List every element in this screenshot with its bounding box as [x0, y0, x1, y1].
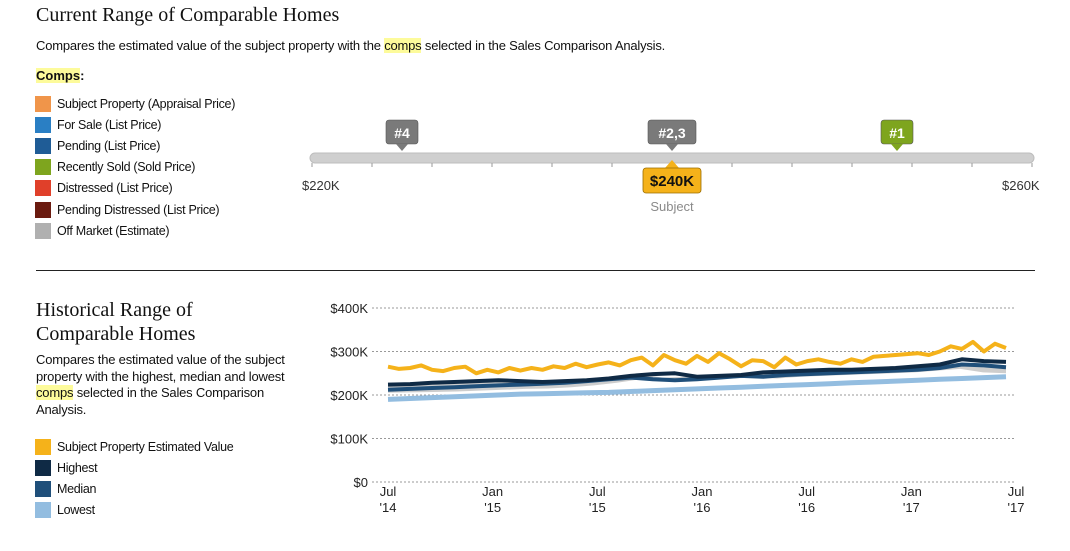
legend-label: Off Market (Estimate) — [57, 223, 170, 238]
comp-marker: #1 — [880, 119, 914, 151]
legend-label: Highest — [57, 460, 98, 475]
legend-swatch — [35, 137, 51, 154]
y-tick-label: $400K — [330, 301, 368, 316]
comps-legend-item: Pending Distressed (List Price) — [35, 199, 235, 220]
historical-legend-item: Highest — [35, 457, 233, 478]
comps-highlight-2[interactable]: comps — [36, 385, 74, 400]
legend-label: Recently Sold (Sold Price) — [57, 160, 196, 175]
comp-marker-pointer — [666, 144, 678, 151]
subject-pointer — [665, 160, 679, 168]
y-tick-label: $300K — [330, 345, 368, 360]
legend-label: Distressed (List Price) — [57, 181, 173, 196]
section-title-current-range: Current Range of Comparable Homes — [36, 4, 340, 26]
comps-legend: Subject Property (Appraisal Price) For Sa… — [35, 93, 235, 241]
historical-legend-item: Median — [35, 478, 233, 499]
legend-swatch — [35, 480, 51, 497]
range-max-label: $260K — [1002, 178, 1040, 193]
x-tick-month: Jul — [380, 484, 397, 499]
comp-marker-label: #2,3 — [658, 125, 685, 141]
historical-line-chart: $400K$300K$200K$100K$0Jul'14Jan'15Jul'15… — [330, 301, 1025, 515]
legend-label: Lowest — [57, 503, 95, 518]
current-range-chart: $220K $260K #4 #2,3 #1 $240K Subject — [302, 119, 1040, 214]
x-tick-year: '15 — [484, 500, 501, 515]
subject-series-line — [387, 339, 1007, 376]
comp-marker: #4 — [385, 119, 419, 151]
x-tick-month: Jul — [798, 484, 815, 499]
x-tick-month: Jul — [1008, 484, 1025, 499]
x-tick-year: '17 — [903, 500, 920, 515]
comps-legend-item: Pending (List Price) — [35, 135, 235, 156]
y-tick-label: $0 — [354, 475, 368, 490]
legend-swatch — [35, 95, 51, 112]
legend-swatch — [35, 438, 51, 455]
legend-swatch — [35, 159, 51, 176]
x-tick-year: '17 — [1008, 500, 1025, 515]
comp-marker: #2,3 — [647, 119, 697, 151]
comp-marker-label: #4 — [394, 125, 410, 141]
comp-marker-label: #1 — [889, 125, 905, 141]
legend-label: Pending Distressed (List Price) — [57, 202, 220, 217]
subject-value-label: $240K — [650, 173, 694, 190]
y-tick-label: $100K — [330, 432, 368, 447]
comp-marker-pointer — [396, 144, 408, 151]
historical-legend-item: Lowest — [35, 500, 233, 521]
historical-legend-item: Subject Property Estimated Value — [35, 436, 234, 457]
legend-swatch — [35, 180, 51, 197]
comp-marker-pointer — [891, 144, 903, 151]
range-min-label: $220K — [302, 178, 340, 193]
comps-legend-item: Recently Sold (Sold Price) — [35, 157, 235, 178]
legend-swatch — [35, 502, 51, 519]
comps-legend-item: Subject Property (Appraisal Price) — [35, 93, 235, 114]
legend-label: Subject Property (Appraisal Price) — [57, 96, 236, 111]
x-tick-month: Jan — [692, 484, 713, 499]
x-tick-year: '15 — [589, 500, 606, 515]
comps-legend-item: Off Market (Estimate) — [35, 220, 235, 241]
legend-label: Subject Property Estimated Value — [57, 439, 234, 454]
legend-swatch — [35, 222, 51, 239]
x-tick-month: Jan — [482, 484, 503, 499]
legend-label: For Sale (List Price) — [57, 117, 162, 132]
historical-range-description: Compares the estimated value of the subj… — [36, 352, 285, 417]
legend-swatch — [35, 201, 51, 218]
legend-swatch — [35, 116, 51, 133]
subject-caption: Subject — [650, 199, 694, 214]
x-tick-year: '16 — [798, 500, 815, 515]
x-tick-month: Jan — [901, 484, 922, 499]
x-tick-year: '16 — [694, 500, 711, 515]
legend-label: Pending (List Price) — [57, 138, 161, 153]
section-title-historical-range: Historical Range of Comparable Homes — [36, 299, 196, 345]
lowest-series-line — [387, 374, 1007, 402]
x-tick-month: Jul — [589, 484, 606, 499]
highest-series-line — [387, 357, 1007, 387]
x-tick-year: '14 — [380, 500, 397, 515]
y-tick-label: $200K — [330, 388, 368, 403]
current-range-description: Compares the estimated value of the subj… — [36, 38, 666, 53]
subject-value-box — [642, 167, 702, 194]
comps-legend-item: For Sale (List Price) — [35, 114, 235, 135]
legend-swatch — [35, 459, 51, 476]
median-series-line — [387, 362, 1007, 392]
comps-legend-item: Distressed (List Price) — [35, 178, 235, 199]
comps-legend-heading: Comps: — [36, 68, 85, 83]
section-divider — [36, 270, 1035, 271]
historical-legend: Subject Property Estimated Value Highest M… — [35, 436, 234, 521]
legend-label: Median — [57, 481, 97, 496]
comps-highlight[interactable]: comps — [384, 38, 422, 53]
